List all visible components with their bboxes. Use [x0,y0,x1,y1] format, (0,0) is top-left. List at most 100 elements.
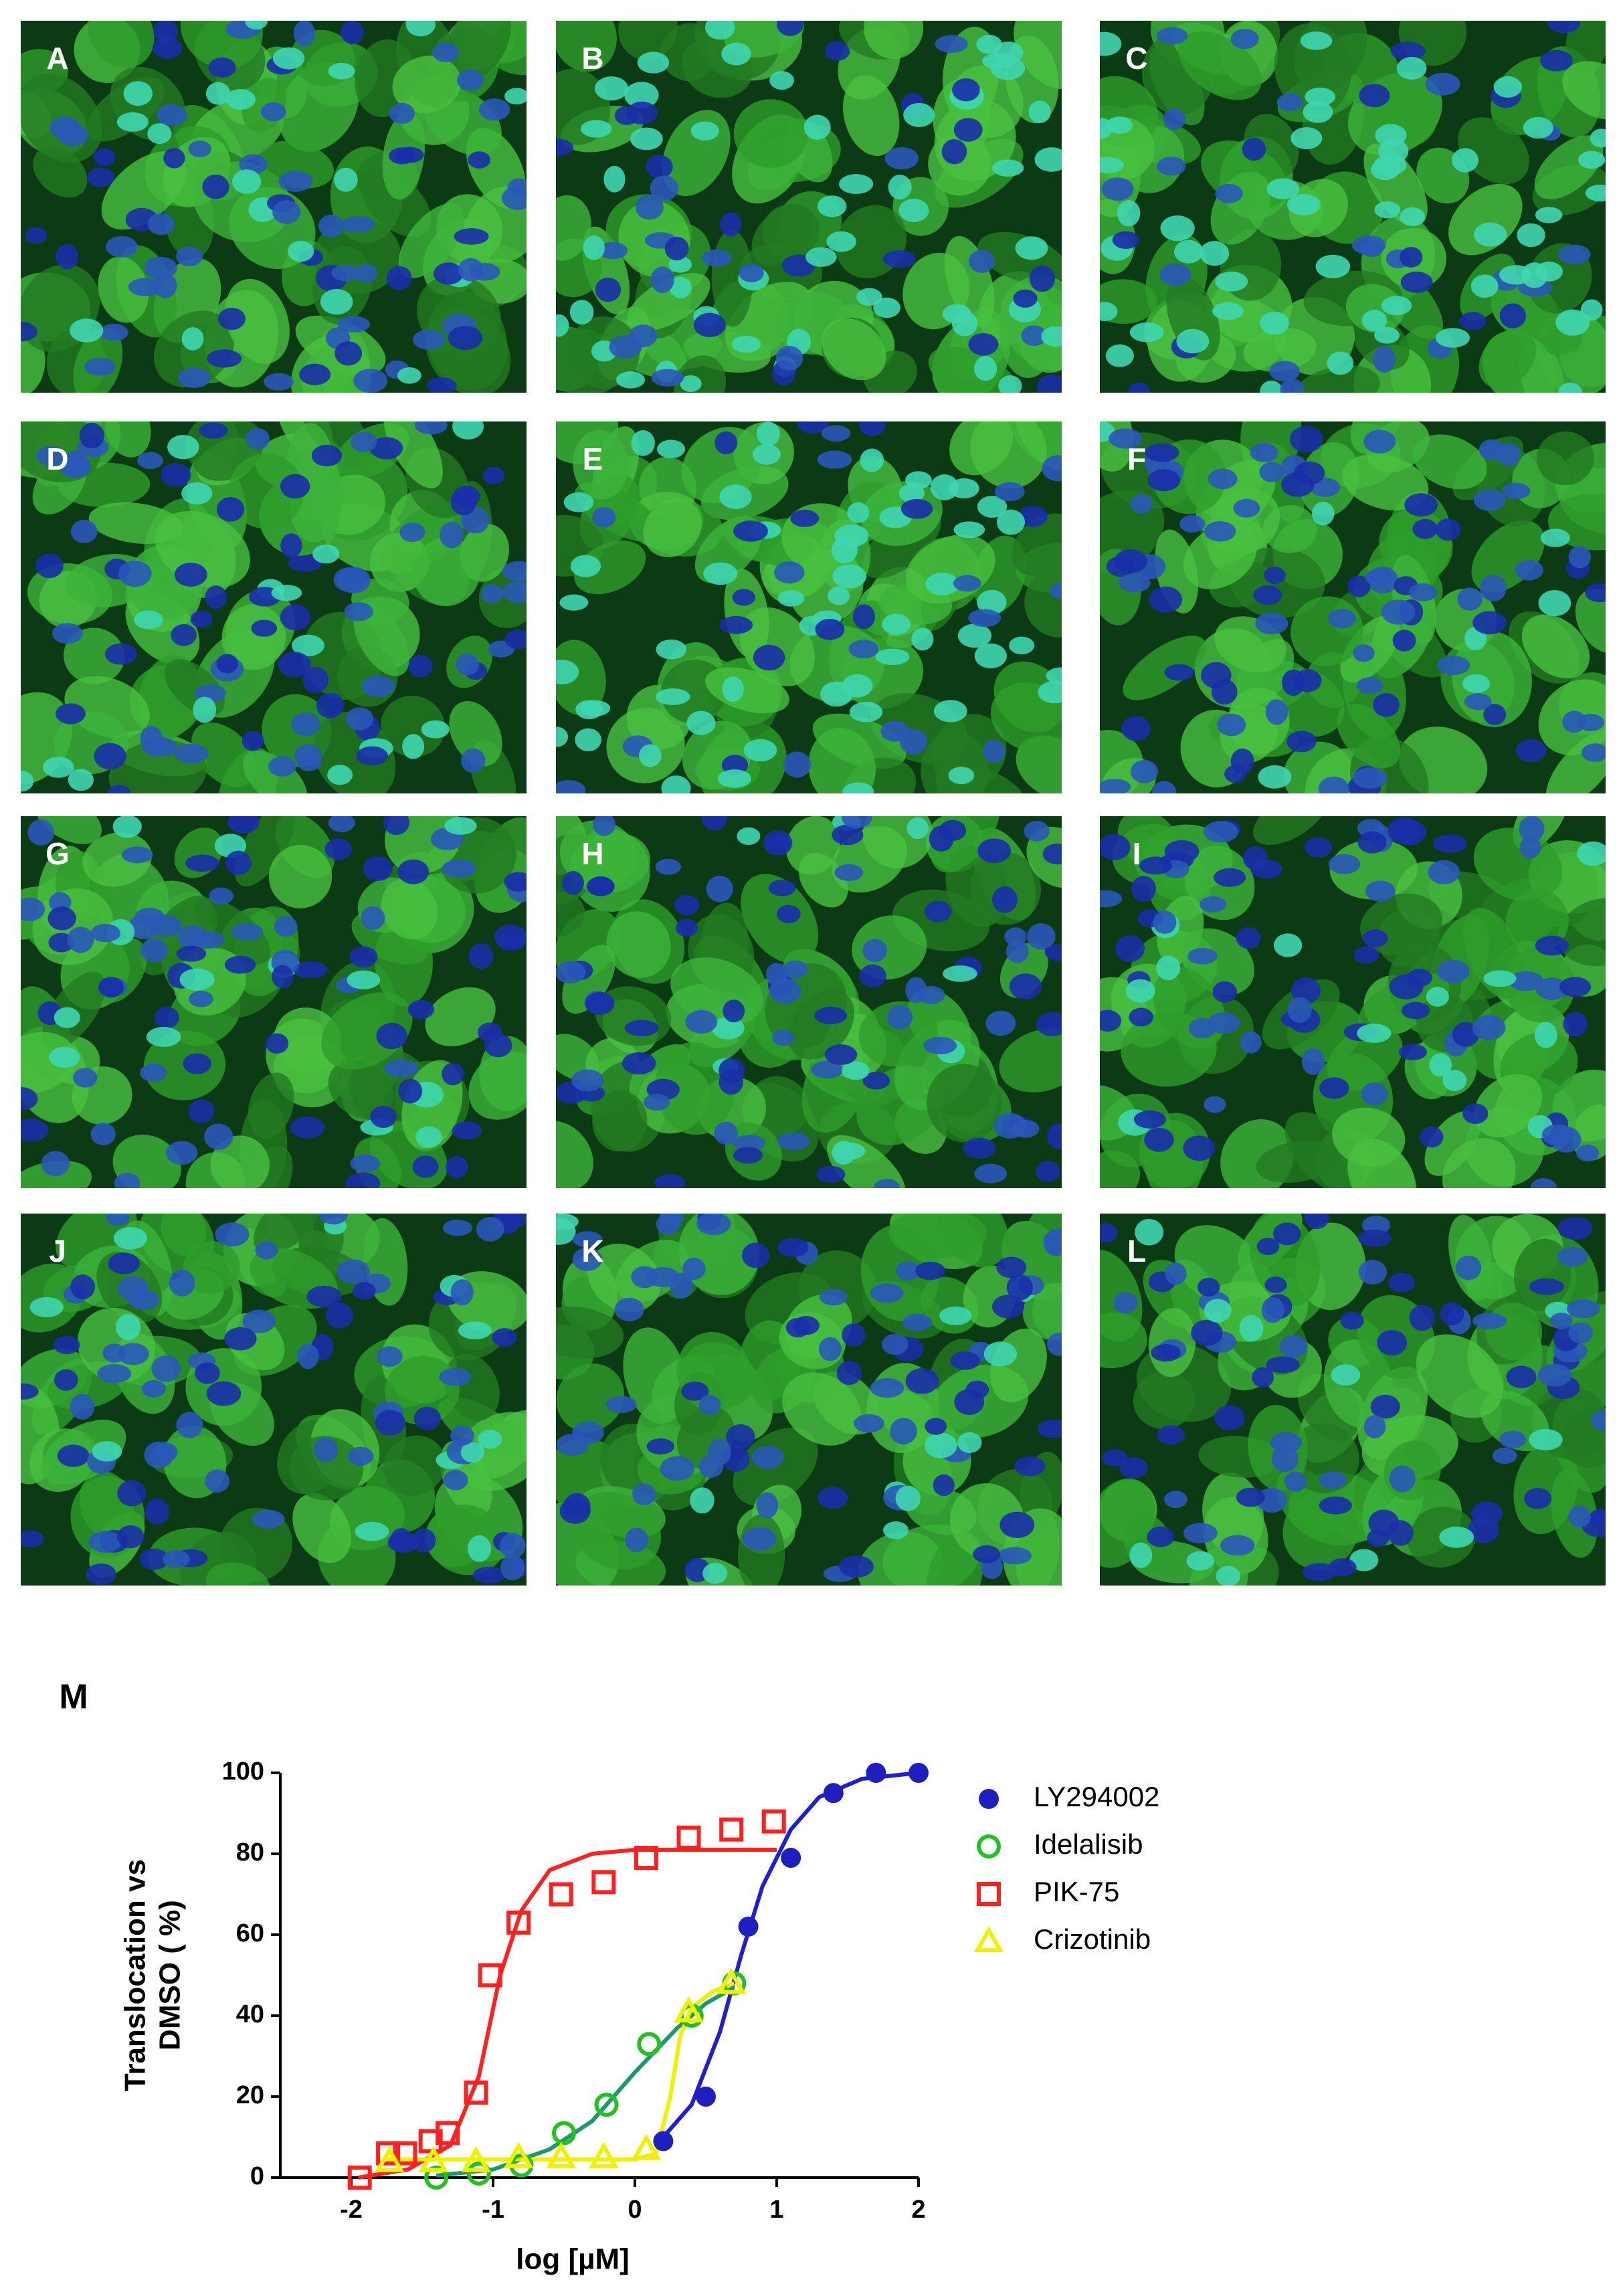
nucleus [950,1351,980,1370]
nucleus [1390,41,1426,61]
nucleus [118,560,152,587]
cell [573,429,629,500]
nucleus [706,875,733,902]
nucleus [881,1333,909,1355]
nucleus [773,561,805,584]
nucleus [1373,346,1396,373]
nucleus [1050,582,1062,599]
nucleus [1357,1024,1392,1043]
nucleus [969,250,995,273]
nucleus [895,1261,921,1280]
nucleus [29,1297,64,1318]
nucleus [669,276,692,298]
nucleus [586,876,615,896]
nucleus [188,140,212,158]
nucleus [681,1381,709,1401]
nucleus [1523,1488,1552,1509]
nucleus [631,430,655,456]
nucleus [500,1555,525,1581]
nucleus [817,195,847,217]
cell [205,1562,270,1586]
cell [1100,1312,1147,1369]
data-point [436,2121,460,2145]
nucleus [556,780,586,793]
nucleus [405,21,436,37]
cell [822,318,886,381]
nucleus [563,492,594,512]
nucleus [1400,247,1423,268]
nucleus [36,446,66,466]
nucleus [274,916,298,937]
nucleus [1253,585,1282,605]
nucleus [478,98,510,121]
nucleus [494,925,527,949]
nucleus [1186,1551,1215,1571]
nucleus [293,21,315,47]
data-point [424,2166,449,2190]
nucleus [99,323,128,341]
cell [1342,454,1429,510]
nucleus [777,1238,809,1257]
nucleus [769,71,794,90]
nucleus [1590,128,1606,148]
nucleus [1100,834,1131,860]
nucleus [1304,1214,1329,1230]
nucleus [1163,108,1186,130]
nucleus [65,450,88,474]
nucleus [1152,781,1177,793]
nucleus [1036,1012,1062,1037]
nucleus [128,278,162,296]
nucleus [1198,1278,1220,1297]
nucleus [1535,262,1563,282]
nucleus [507,178,527,197]
nucleus [858,421,886,436]
nucleus [1392,630,1416,652]
nucleus [884,147,919,170]
nucleus [743,739,777,762]
nucleus [341,216,375,233]
nucleus [1400,207,1426,226]
data-point [552,2121,576,2145]
nucleus [1100,31,1122,56]
nucleus [559,1497,591,1524]
nucleus [412,1155,439,1178]
cell [468,1051,527,1120]
nucleus [1375,124,1407,147]
nucleus [442,1062,464,1086]
nucleus [204,1123,233,1150]
cell [606,911,671,978]
cell [682,427,763,504]
nucleus [556,660,579,684]
nucleus [669,1272,693,1299]
nucleus [622,1052,656,1075]
cell [999,1028,1062,1092]
cell [1347,1139,1417,1188]
micrograph [556,1214,1062,1586]
panel-label: G [45,836,70,871]
nucleus [1191,1319,1223,1346]
nucleus [859,964,886,988]
nucleus [1577,841,1606,866]
nucleus [224,1327,257,1351]
nucleus [144,256,178,279]
nucleus [923,1036,957,1055]
nucleus [387,1532,420,1553]
nucleus [1157,1425,1185,1445]
nucleus [154,1006,179,1029]
nucleus [782,960,808,979]
micrograph [21,21,527,393]
nucleus [176,945,207,962]
cell [1557,897,1606,967]
nucleus [421,720,450,739]
y-tick-label: 100 [222,1757,264,1786]
nucleus [136,452,163,470]
cell [1491,56,1568,136]
nucleus [452,1121,482,1140]
nucleus [1207,1012,1240,1034]
nucleus [1242,137,1266,161]
nucleus [337,316,371,333]
nucleus [776,904,801,924]
nucleus [92,1441,122,1462]
nucleus [915,1261,946,1280]
nucleus [1153,911,1177,934]
